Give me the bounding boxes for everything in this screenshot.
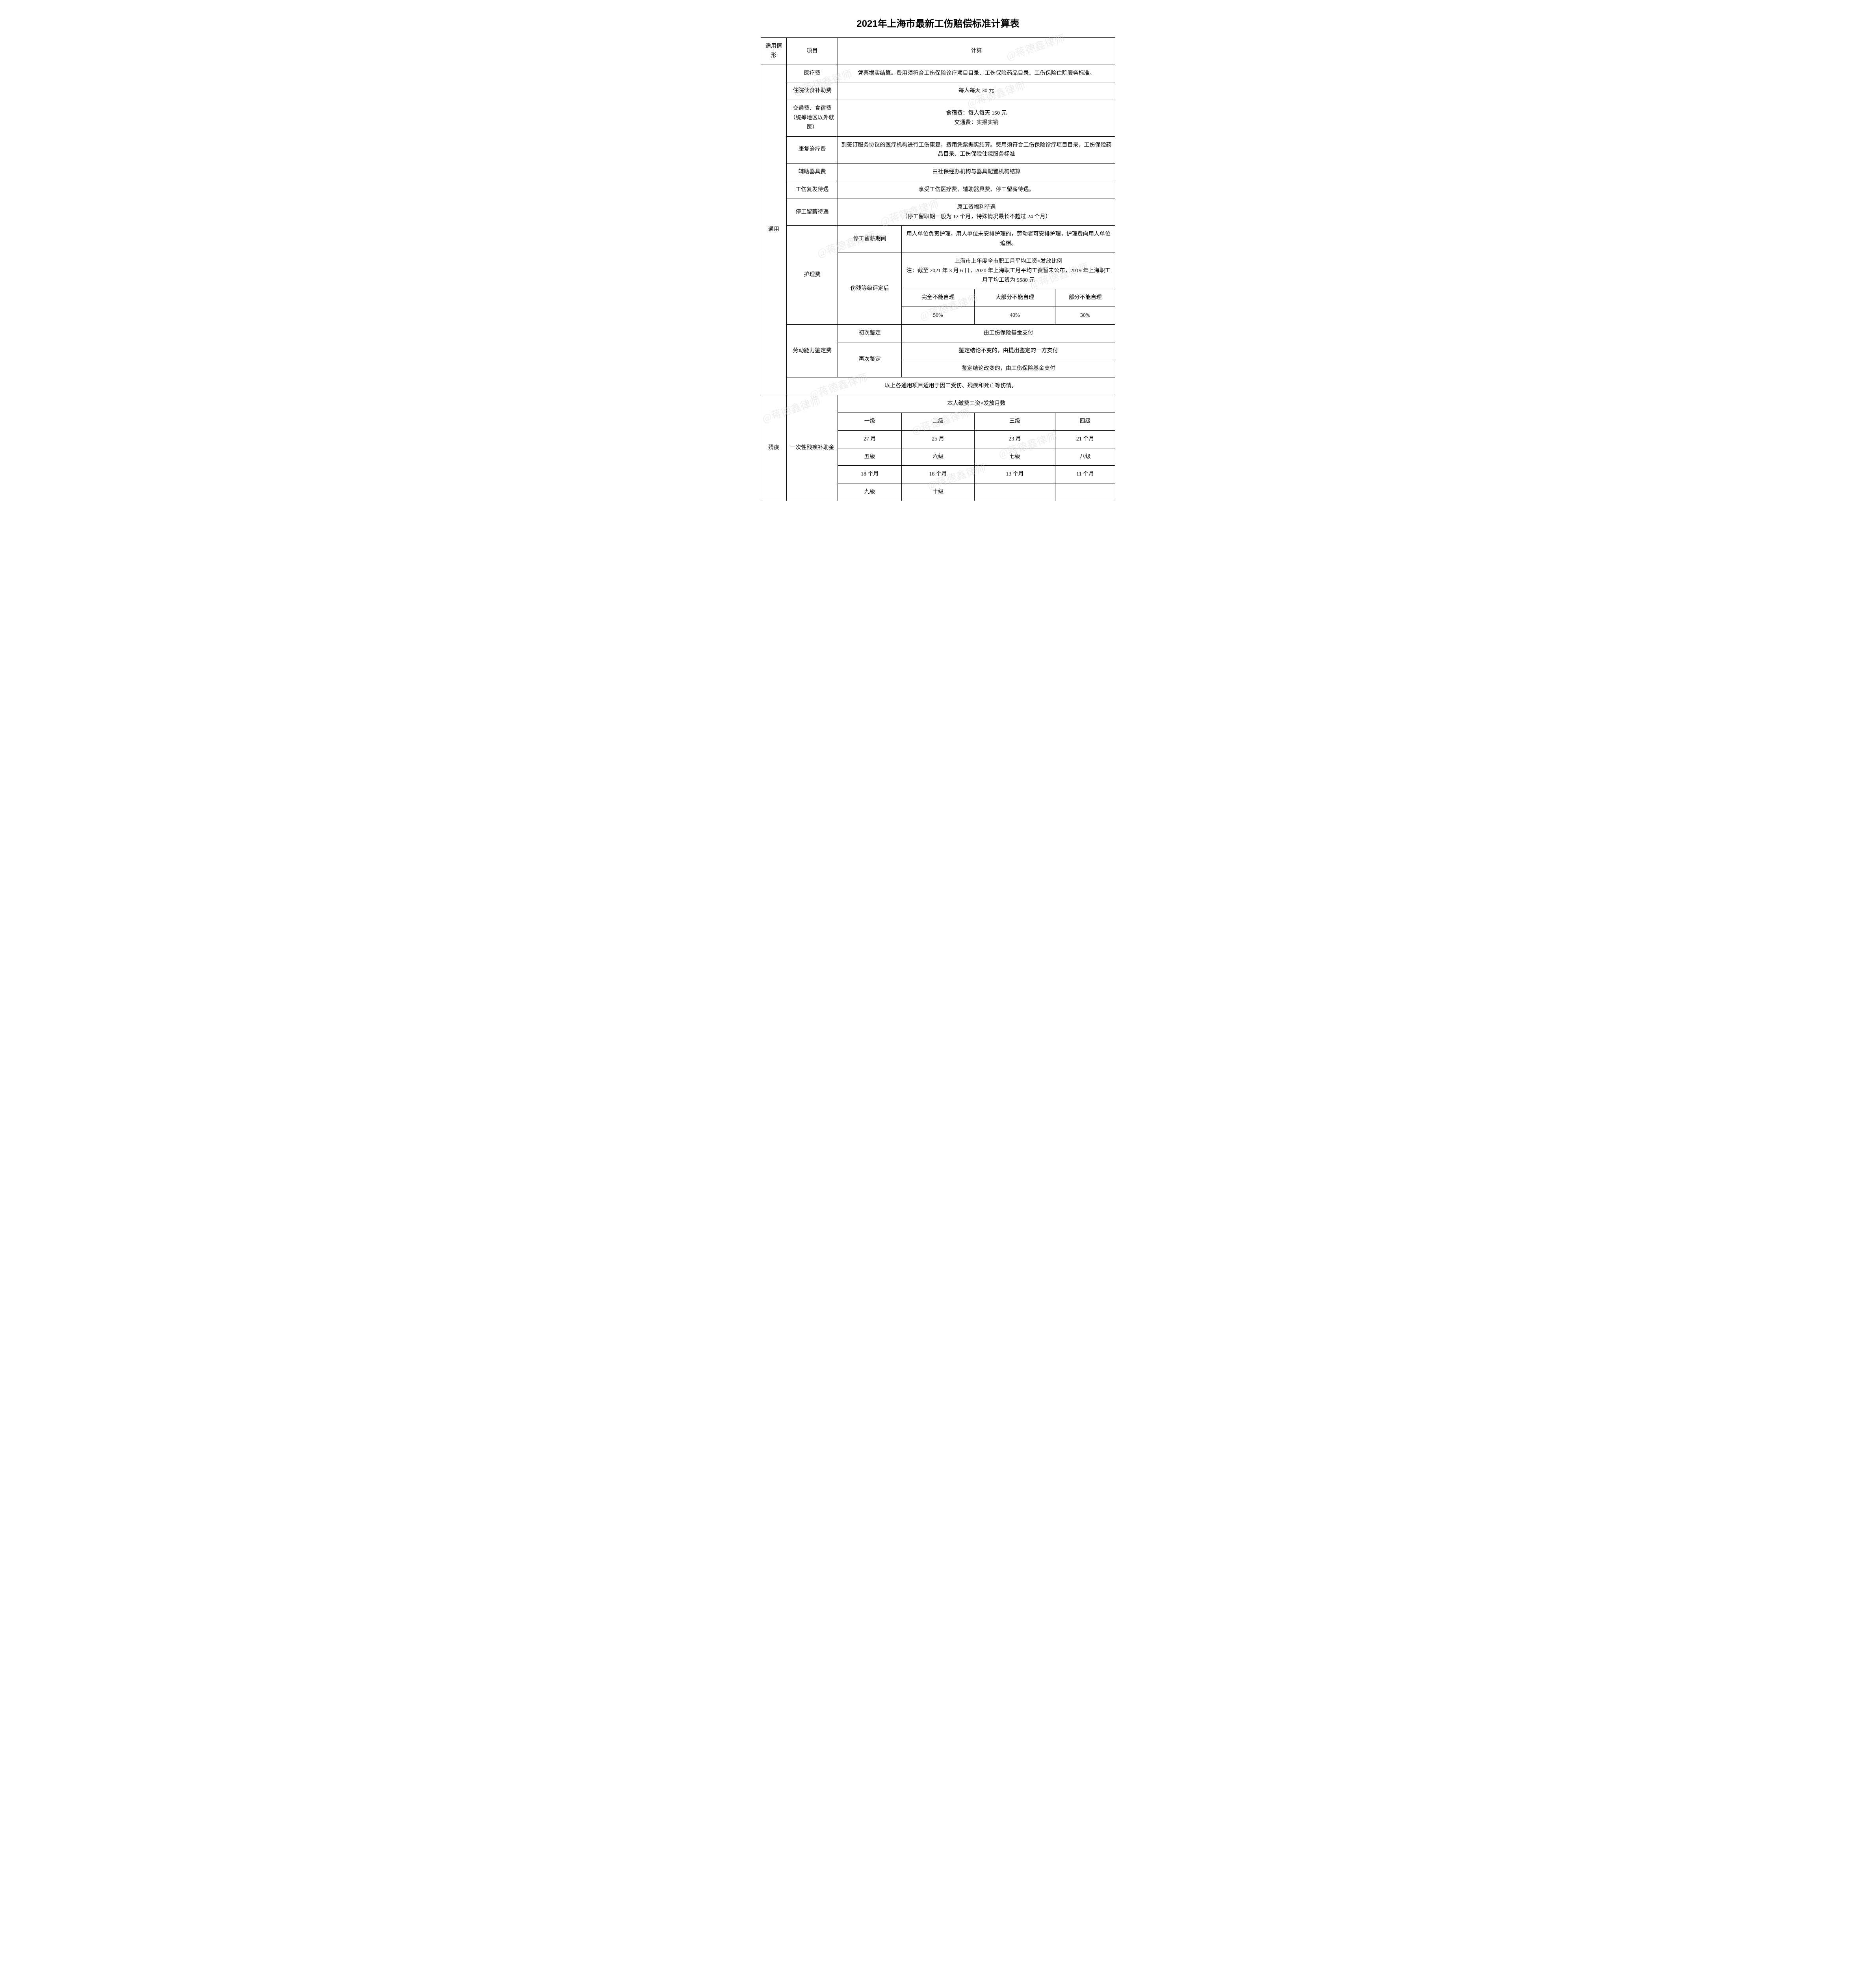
lump-formula: 本人缴费工资×发放月数	[838, 395, 1115, 413]
item-assess: 劳动能力鉴定费	[786, 324, 838, 377]
page-root: @蒋德鑫律师 @蒋德鑫律师 @蒋德鑫律师 @蒋德鑫律师 @蒋德鑫律师 @蒋德鑫律…	[761, 16, 1115, 501]
lump-g1-l: 一级	[838, 413, 901, 430]
lump-g4-l: 四级	[1055, 413, 1115, 430]
lump-g3-l: 三级	[974, 413, 1055, 430]
nursing-period-calc: 用人单位负责护理，用人单位未安排护理的，劳动者可安排护理，护理费向用人单位追偿。	[902, 226, 1115, 253]
calc-relapse: 享受工伤医疗费、辅助器具费、停工留薪待遇。	[838, 181, 1115, 199]
nursing-after-desc-l2: 注：截至 2021 年 3 月 6 日，2020 年上海职工月平均工资暂未公布，…	[906, 268, 1111, 283]
lump-g2-l: 二级	[902, 413, 974, 430]
item-medical: 医疗费	[786, 65, 838, 82]
item-nursing: 护理费	[786, 226, 838, 325]
lump-g10-l: 十级	[902, 483, 974, 501]
nursing-lvl-most: 大部分不能自理	[974, 289, 1055, 307]
nursing-pct-full: 50%	[902, 307, 974, 325]
row-lump-formula: 残疾 一次性残疾补助金 本人缴费工资×发放月数	[761, 395, 1115, 413]
hdr-scope: 适用情形	[761, 38, 787, 65]
item-travel: 交通费、食宿费（统筹地区以外就医）	[786, 100, 838, 136]
calc-travel: 食宿费：每人每天 150 元 交通费：实报实销	[838, 100, 1115, 136]
row-medical: 通用 医疗费 凭票据实结算。费用须符合工伤保险诊疗项目目录、工伤保险药品目录、工…	[761, 65, 1115, 82]
lump-g6-l: 六级	[902, 448, 974, 466]
row-stopwork: 停工留薪待遇 原工资福利待遇 （停工留职期一般为 12 个月，特殊情况最长不超过…	[761, 199, 1115, 226]
assess-again-r2: 鉴定结论改变的，由工伤保险基金支付	[902, 360, 1115, 377]
hdr-item: 项目	[786, 38, 838, 65]
hdr-calc: 计算	[838, 38, 1115, 65]
row-device: 辅助器具费 由社保经办机构与器具配置机构结算	[761, 164, 1115, 181]
general-note: 以上各通用项目适用于因工受伤、残疾和死亡等伤情。	[786, 377, 1115, 395]
calc-device: 由社保经办机构与器具配置机构结算	[838, 164, 1115, 181]
row-travel: 交通费、食宿费（统筹地区以外就医） 食宿费：每人每天 150 元 交通费：实报实…	[761, 100, 1115, 136]
lump-g3-v: 23 月	[974, 430, 1055, 448]
row-general-note: 以上各通用项目适用于因工受伤、残疾和死亡等伤情。	[761, 377, 1115, 395]
item-rehab: 康复治疗费	[786, 136, 838, 164]
calc-travel-l1: 食宿费：每人每天 150 元	[946, 110, 1007, 116]
assess-again-label: 再次鉴定	[838, 342, 901, 377]
label-disability: 残疾	[761, 395, 787, 501]
lump-g5-v: 18 个月	[838, 466, 901, 483]
item-lump: 一次性残疾补助金	[786, 395, 838, 501]
lump-g8-v: 11 个月	[1055, 466, 1115, 483]
calc-travel-l2: 交通费：实报实销	[954, 120, 998, 126]
calc-stopwork: 原工资福利待遇 （停工留职期一般为 12 个月，特殊情况最长不超过 24 个月）	[838, 199, 1115, 226]
lump-g7-v: 13 个月	[974, 466, 1055, 483]
lump-g6-v: 16 个月	[902, 466, 974, 483]
assess-again-r1: 鉴定结论不变的，由提出鉴定的一方支付	[902, 342, 1115, 360]
assess-first-label: 初次鉴定	[838, 324, 901, 342]
nursing-after-desc: 上海市上年度全市职工月平均工资×发放比例 注：截至 2021 年 3 月 6 日…	[902, 253, 1115, 289]
item-device: 辅助器具费	[786, 164, 838, 181]
nursing-after-label: 伤残等级评定后	[838, 253, 901, 324]
lump-g9-l: 九级	[838, 483, 901, 501]
row-relapse: 工伤复发待遇 享受工伤医疗费、辅助器具费、停工留薪待遇。	[761, 181, 1115, 199]
lump-blank-2	[1055, 483, 1115, 501]
item-stopwork: 停工留薪待遇	[786, 199, 838, 226]
lump-g7-l: 七级	[974, 448, 1055, 466]
label-general: 通用	[761, 65, 787, 395]
item-relapse: 工伤复发待遇	[786, 181, 838, 199]
lump-blank-1	[974, 483, 1055, 501]
nursing-lvl-part: 部分不能自理	[1055, 289, 1115, 307]
table-header-row: 适用情形 项目 计算	[761, 38, 1115, 65]
row-rehab: 康复治疗费 到签订服务协议的医疗机构进行工伤康复，费用凭票据实结算。费用须符合工…	[761, 136, 1115, 164]
nursing-after-desc-l1: 上海市上年度全市职工月平均工资×发放比例	[955, 258, 1062, 264]
calc-rehab: 到签订服务协议的医疗机构进行工伤康复，费用凭票据实结算。费用须符合工伤保险诊疗项…	[838, 136, 1115, 164]
calc-stopwork-l1: 原工资福利待遇	[957, 204, 996, 210]
lump-g4-v: 21 个月	[1055, 430, 1115, 448]
nursing-pct-part: 30%	[1055, 307, 1115, 325]
lump-g1-v: 27 月	[838, 430, 901, 448]
lump-g2-v: 25 月	[902, 430, 974, 448]
calc-stopwork-l2: （停工留职期一般为 12 个月，特殊情况最长不超过 24 个月）	[902, 214, 1051, 220]
lump-g5-l: 五级	[838, 448, 901, 466]
item-food: 住院伙食补助费	[786, 82, 838, 100]
nursing-lvl-full: 完全不能自理	[902, 289, 974, 307]
nursing-pct-most: 40%	[974, 307, 1055, 325]
row-nursing-period: 护理费 停工留薪期间 用人单位负责护理，用人单位未安排护理的，劳动者可安排护理，…	[761, 226, 1115, 253]
lump-g8-l: 八级	[1055, 448, 1115, 466]
nursing-period-label: 停工留薪期间	[838, 226, 901, 253]
calc-medical: 凭票据实结算。费用须符合工伤保险诊疗项目目录、工伤保险药品目录、工伤保险住院服务…	[838, 65, 1115, 82]
assess-first-calc: 由工伤保险基金支付	[902, 324, 1115, 342]
row-assess-first: 劳动能力鉴定费 初次鉴定 由工伤保险基金支付	[761, 324, 1115, 342]
compensation-table: 适用情形 项目 计算 通用 医疗费 凭票据实结算。费用须符合工伤保险诊疗项目目录…	[761, 37, 1115, 501]
calc-food: 每人每天 30 元	[838, 82, 1115, 100]
row-food: 住院伙食补助费 每人每天 30 元	[761, 82, 1115, 100]
page-title: 2021年上海市最新工伤赔偿标准计算表	[761, 16, 1115, 30]
